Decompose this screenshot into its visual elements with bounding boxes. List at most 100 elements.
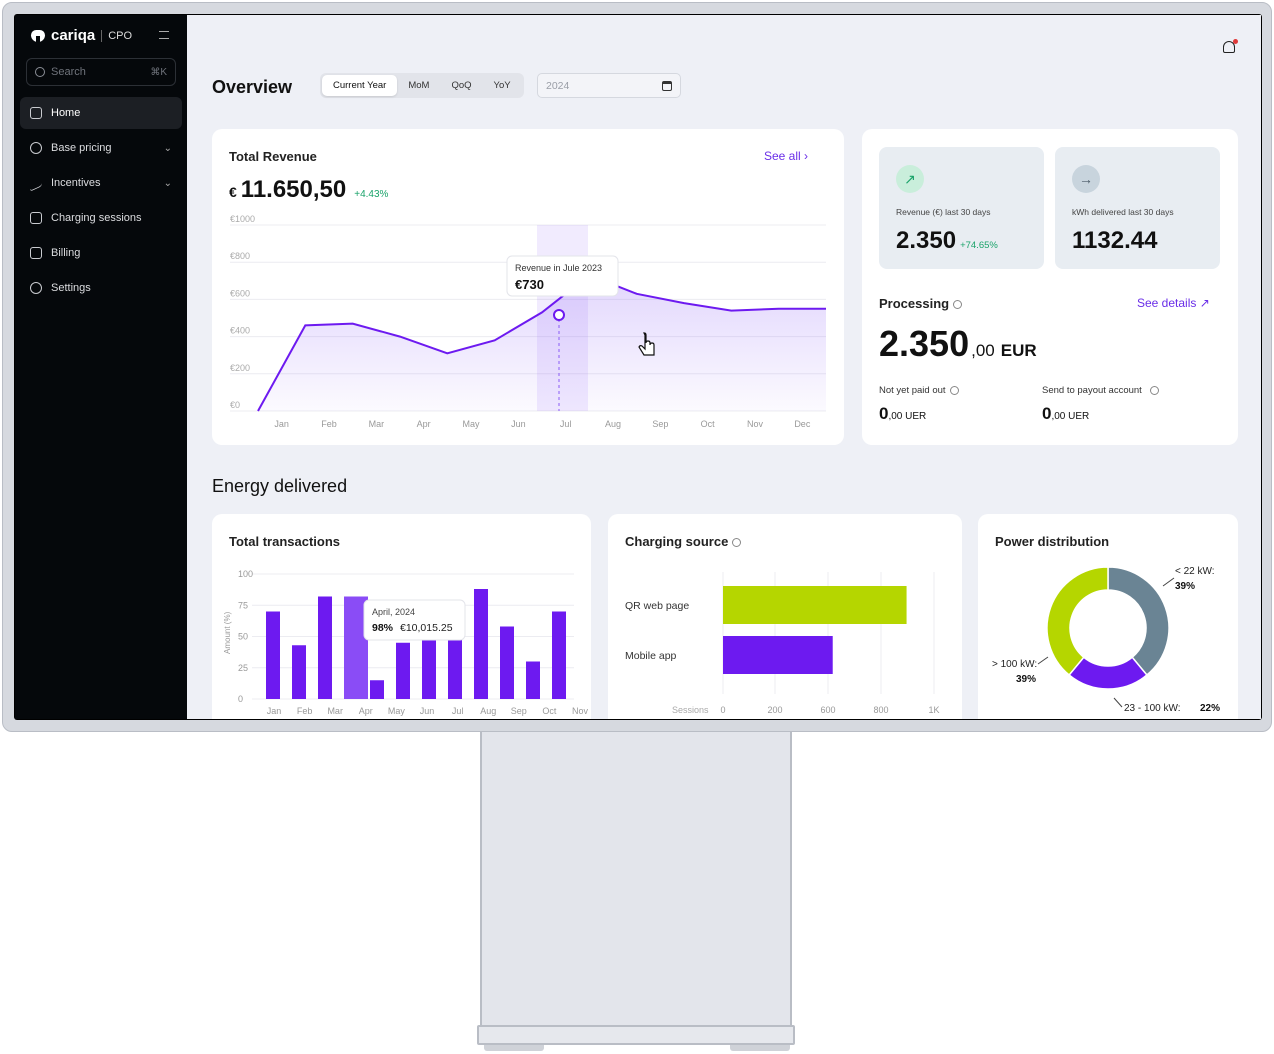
sidebar-item-label: Home: [51, 107, 81, 119]
sidebar-item-incentives[interactable]: Incentives ⌄: [20, 167, 182, 199]
search-input[interactable]: Search ⌘K: [26, 58, 176, 86]
bar: [474, 589, 488, 699]
slice-percent: 39%: [1016, 674, 1036, 685]
bar: [552, 611, 566, 699]
calendar-icon: [662, 80, 672, 91]
monitor-foot: [484, 1045, 544, 1051]
sidebar-item-base-pricing[interactable]: Base pricing ⌄: [20, 132, 182, 164]
revenue-area: [258, 275, 826, 411]
sidebar-item-settings[interactable]: Settings: [20, 272, 182, 304]
tile-number: 2.350: [896, 227, 957, 254]
monitor-stand: [480, 732, 792, 1028]
see-all-label: See all: [764, 149, 801, 163]
logo[interactable]: cariqa CPO: [31, 27, 132, 44]
chevron-down-icon: ⌄: [163, 177, 172, 189]
donut-slice: [1107, 566, 1170, 677]
sidebar-item-label: Billing: [51, 247, 81, 259]
payout-decimals: ,00 UER: [1051, 411, 1090, 422]
logo-divider: [101, 29, 103, 42]
help-icon[interactable]: [1149, 385, 1159, 395]
transactions-ylabel: Amount (%): [223, 611, 232, 654]
y-tick-label: 75: [238, 600, 248, 610]
tile-label: kWh delivered last 30 days: [1072, 207, 1174, 217]
help-icon[interactable]: [949, 385, 959, 395]
revenue-value: 11.650,50: [240, 176, 347, 203]
x-tick-label: Jul: [452, 706, 464, 716]
x-tick-label: May: [388, 706, 406, 716]
app-screen: cariqa CPO Search ⌘K Home: [15, 15, 1261, 719]
monitor-frame: cariqa CPO Search ⌘K Home: [2, 2, 1272, 732]
x-tick-label: Oct: [542, 706, 557, 716]
kwh-30d-tile: → kWh delivered last 30 days 1132.44: [1055, 147, 1220, 269]
x-tick-label: Jul: [560, 419, 572, 429]
period-yoy[interactable]: YoY: [493, 80, 511, 91]
x-tick-label: Feb: [297, 706, 313, 716]
charging-source-card: Charging source QR web page Mobile app Se…: [608, 514, 962, 719]
tile-label: Revenue (€) last 30 days: [896, 207, 991, 217]
see-details-link[interactable]: See details ↗: [1137, 296, 1210, 310]
y-tick-label: €400: [230, 326, 250, 336]
sidebar-item-charging-sessions[interactable]: Charging sessions: [20, 202, 182, 234]
payout-number: 0: [1042, 404, 1052, 423]
y-tick-label: €1000: [230, 214, 255, 224]
search-shortcut: ⌘K: [150, 66, 167, 78]
donut-slice: [1046, 566, 1109, 677]
power-distribution-chart: < 22 kW: 39% 23 - 100 kW: 22% > 100 kW: 39%: [992, 566, 1220, 714]
period-selector: Current Year MoM QoQ YoY: [320, 73, 524, 98]
y-tick-label: €800: [230, 251, 250, 261]
payout-label: Send to payout account: [1042, 385, 1159, 396]
tile-value: 1132.44: [1072, 227, 1158, 254]
search-icon: [35, 67, 45, 77]
transactions-title: Total transactions: [229, 534, 341, 549]
hover-point[interactable]: [553, 309, 565, 321]
sidebar-item-label: Base pricing: [51, 142, 112, 154]
period-current-year[interactable]: Current Year: [322, 75, 398, 96]
x-tick-label: Sep: [652, 419, 668, 429]
revenue-amount: € 11.650,50 +4.43%: [229, 176, 388, 204]
see-all-link[interactable]: See all ›: [764, 149, 808, 163]
sidebar-item-billing[interactable]: Billing: [20, 237, 182, 269]
x-tick-label: Mar: [369, 419, 385, 429]
y-tick-label: 25: [238, 663, 248, 673]
x-tick-label: Aug: [605, 419, 621, 429]
category-label: QR web page: [625, 600, 689, 612]
x-tick-label: 600: [820, 705, 835, 715]
collapse-sidebar-icon[interactable]: [159, 31, 169, 39]
y-tick-label: 100: [238, 569, 253, 579]
revenue-tooltip: Revenue in Jule 2023 €730: [506, 255, 619, 297]
power-distribution-card: Power distribution < 22 kW: 39% 23 - 100 k…: [978, 514, 1238, 719]
year-picker[interactable]: 2024: [537, 73, 681, 98]
trend-icon: [30, 174, 42, 192]
bar: [422, 621, 436, 699]
bar: [723, 586, 907, 624]
x-tick-label: Nov: [747, 419, 764, 429]
period-qoq[interactable]: QoQ: [451, 80, 472, 91]
revenue-change: +4.43%: [354, 189, 389, 200]
notification-dot: [1233, 39, 1238, 44]
sidebar: cariqa CPO Search ⌘K Home: [15, 15, 187, 719]
tooltip-pct: 98%: [372, 622, 394, 634]
x-tick-label: Apr: [359, 706, 373, 716]
period-mom[interactable]: MoM: [408, 80, 430, 91]
x-tick-label: Nov: [572, 706, 589, 716]
energy-section-title: Energy delivered: [212, 476, 348, 496]
help-icon[interactable]: [953, 300, 963, 310]
not-paid-text: Not yet paid out: [879, 385, 946, 396]
sidebar-nav: Home Base pricing ⌄ Incentives ⌄ Ch: [20, 97, 182, 307]
bar: [526, 661, 540, 699]
monitor-foot: [730, 1045, 790, 1051]
slice-label: > 100 kW:: [992, 659, 1037, 670]
chevron-right-icon: ›: [804, 149, 809, 163]
x-tick-label: Jun: [511, 419, 526, 429]
y-tick-label: 50: [238, 632, 248, 642]
tooltip-value: €730: [515, 277, 544, 292]
x-tick-label: 1K: [928, 705, 939, 715]
category-label: Mobile app: [625, 650, 677, 662]
sidebar-item-label: Charging sessions: [51, 212, 142, 224]
bell-icon[interactable]: [1223, 41, 1235, 53]
charging-source-title: Charging source: [625, 534, 742, 549]
help-icon[interactable]: [732, 538, 742, 548]
not-paid-label: Not yet paid out: [879, 385, 959, 396]
sidebar-item-home[interactable]: Home: [20, 97, 182, 129]
stats-card: ↗ Revenue (€) last 30 days 2.350 +74.65% …: [862, 129, 1238, 445]
